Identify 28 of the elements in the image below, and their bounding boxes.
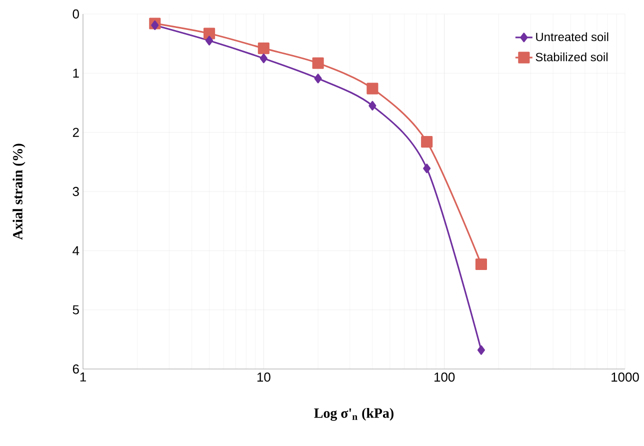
x-tick-label: 10: [257, 372, 270, 382]
y-tick-label: 0: [72, 9, 79, 19]
y-tick-label: 3: [72, 186, 79, 196]
y-tick-label: 4: [72, 246, 80, 256]
point: [205, 36, 214, 46]
point: [151, 20, 159, 30]
y-tick-label: 1: [73, 68, 79, 78]
point: [366, 82, 378, 94]
x-tick-label: 1000: [612, 372, 639, 382]
point: [423, 164, 431, 174]
point: [314, 74, 322, 84]
x-tick-label: 1: [80, 372, 86, 382]
point: [260, 54, 268, 64]
point: [312, 57, 324, 69]
point: [258, 42, 270, 54]
point: [477, 345, 486, 355]
legend-label: Untreated soil: [536, 32, 608, 42]
point: [421, 136, 433, 148]
y-tick-label: 5: [72, 305, 79, 314]
x-axis-title: Log σ'$_{n}$ (kPa): [314, 408, 394, 421]
y-tick-label: 6: [72, 364, 79, 374]
legend-label: Stabilized soil: [536, 52, 608, 62]
x-tick-label: 100: [434, 372, 455, 382]
point: [204, 28, 216, 40]
y-axis-title: Axial strain (%): [12, 144, 26, 240]
point: [368, 100, 376, 110]
y-tick-label: 2: [72, 128, 79, 137]
point: [475, 258, 487, 270]
